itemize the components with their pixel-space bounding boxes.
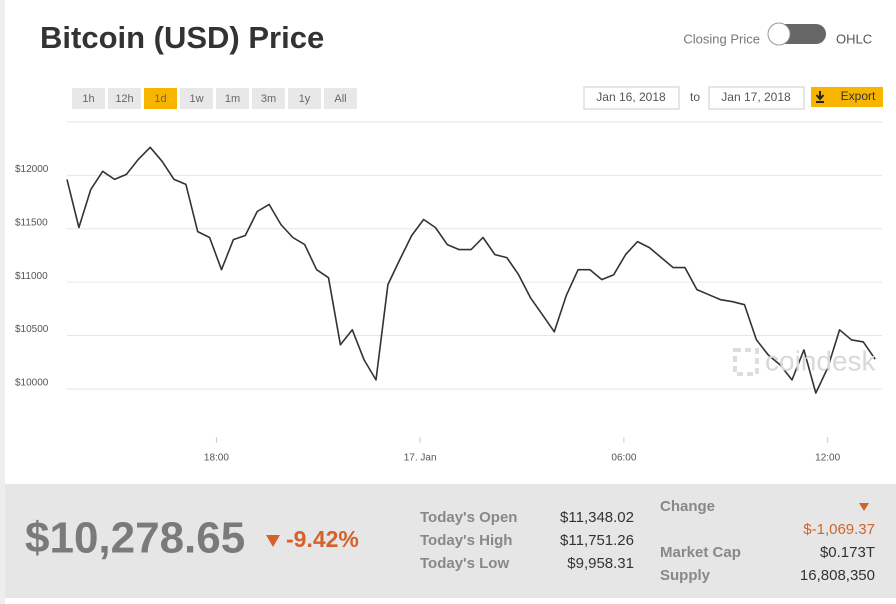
toggle[interactable]: [767, 22, 826, 46]
price-line: [66, 146, 876, 394]
button-bg: [324, 88, 357, 109]
toggle-label: Closing Price: [683, 31, 760, 46]
stat-value: $-1,069.37: [803, 521, 875, 538]
range-button[interactable]: 1w: [180, 88, 213, 109]
button-bg: [252, 88, 285, 109]
export-bg: [811, 87, 883, 107]
stat-label: Change: [660, 498, 715, 515]
export-button[interactable]: Export: [811, 87, 883, 107]
button-text: 1d: [154, 93, 166, 105]
range-button[interactable]: 12h: [108, 88, 141, 109]
toggle-knob: [767, 22, 791, 46]
range-button[interactable]: 3m: [252, 88, 285, 109]
stat-value: $9,958.31: [567, 555, 634, 572]
date-text: Jan 16, 2018: [596, 90, 666, 104]
range-button[interactable]: 1y: [288, 88, 321, 109]
button-bg: [180, 88, 213, 109]
change-pct: -9.42%: [286, 526, 359, 552]
button-text: 1w: [189, 93, 203, 105]
price: $10,278.65: [25, 514, 245, 563]
down-arrow: [266, 535, 280, 547]
export-text: Export: [841, 89, 876, 103]
y-tick-label: $10000: [15, 378, 49, 389]
stat-value: $0.173T: [820, 544, 875, 561]
stats: Today's Open $11,348.02 Today's High $11,75…: [420, 509, 634, 572]
date-input: [583, 86, 680, 110]
y-tick-label: $11000: [15, 271, 48, 282]
watermark: coindesk: [733, 345, 877, 376]
stat-label: Market Cap: [660, 544, 741, 561]
stat-value: $11,348.02: [560, 509, 634, 526]
date-to[interactable]: Jan 17, 2018: [708, 86, 805, 110]
range-button[interactable]: 1m: [216, 88, 249, 109]
stat-value: 16,808,350: [800, 567, 875, 584]
button-bg: [216, 88, 249, 109]
date-text: Jan 17, 2018: [721, 90, 791, 104]
button-text: 1y: [299, 93, 311, 105]
x-tick-label: 18:00: [204, 453, 229, 464]
date-from[interactable]: Jan 16, 2018: [583, 86, 680, 110]
button-text: 3m: [261, 93, 276, 105]
export-icon: [815, 91, 825, 103]
x-tick-label: 06:00: [611, 453, 636, 464]
x-tick-label: 17. Jan: [404, 453, 437, 464]
y-tick-label: $11500: [15, 217, 48, 228]
button-bg: [288, 88, 321, 109]
toggle-label: OHLC: [836, 31, 872, 46]
button-text: 1h: [82, 93, 94, 105]
button-bg: [72, 88, 105, 109]
x-tick-label: 12:00: [815, 453, 840, 464]
stat-label: Today's Open: [420, 509, 517, 526]
stat-label: Supply: [660, 567, 711, 584]
y-tick-label: $12000: [15, 164, 49, 175]
stat-label: Today's High: [420, 532, 512, 549]
watermark-text: coindesk: [765, 345, 877, 376]
plot: $10000 $10500 $11000 $11500 $12000 18:00 17. J…: [15, 121, 882, 464]
button-text: 1m: [225, 93, 240, 105]
stat-label: Today's Low: [420, 555, 509, 572]
watermark-icon: [733, 348, 759, 376]
summary-panel: [5, 484, 896, 598]
date-input: [708, 86, 805, 110]
button-text: 12h: [115, 93, 133, 105]
range-buttons: 1h 12h 1d 1w 1m 3m 1y All: [72, 88, 357, 109]
edge: [0, 0, 5, 604]
button-bg: [108, 88, 141, 109]
stat-value: $11,751.26: [560, 532, 634, 549]
y-tick-label: $10500: [15, 324, 49, 335]
button-bg: [144, 88, 177, 109]
range-button[interactable]: All: [324, 88, 357, 109]
date-separator: to: [690, 90, 700, 104]
range-button[interactable]: 1h: [72, 88, 105, 109]
range-button[interactable]: 1d: [144, 88, 177, 109]
title: Bitcoin (USD) Price: [40, 20, 324, 55]
down-arrow: [859, 503, 869, 511]
button-text: All: [334, 93, 346, 105]
